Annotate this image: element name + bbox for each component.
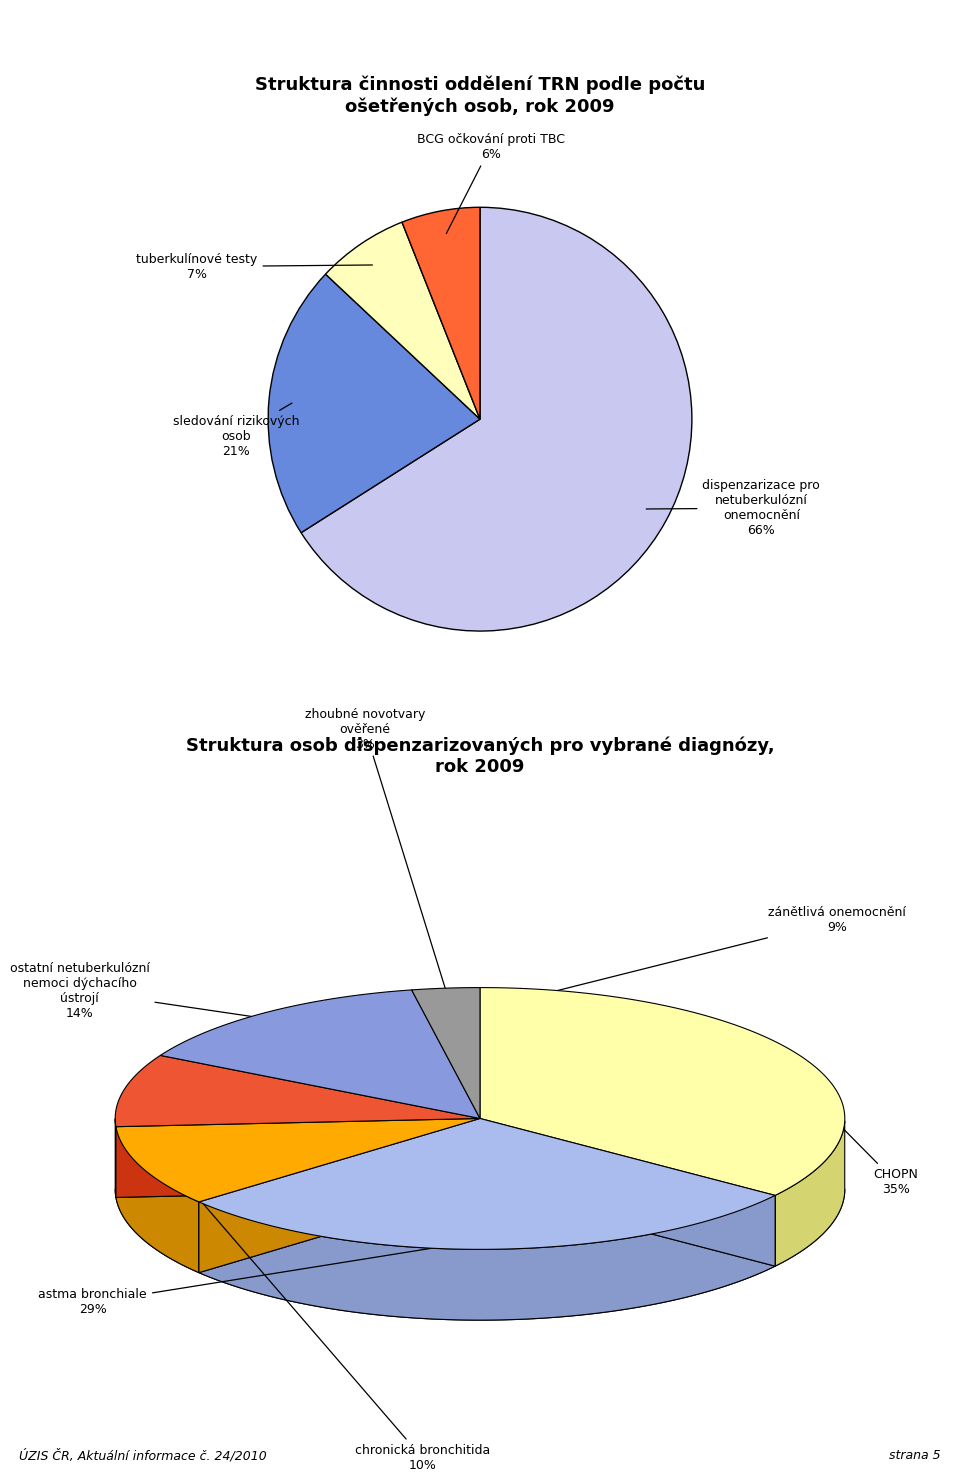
- Text: zhoubné novotvary
ověřené
3%: zhoubné novotvary ověřené 3%: [304, 708, 447, 996]
- Text: ostatní netuberkulózní
nemoci dýchacího
ústrojí
14%: ostatní netuberkulózní nemoci dýchacího …: [10, 963, 280, 1020]
- Polygon shape: [116, 1119, 480, 1201]
- Polygon shape: [480, 988, 845, 1195]
- Polygon shape: [480, 1119, 775, 1266]
- Polygon shape: [199, 1119, 480, 1272]
- Polygon shape: [115, 1055, 480, 1126]
- Polygon shape: [412, 988, 480, 1119]
- Polygon shape: [199, 1119, 480, 1272]
- Wedge shape: [325, 223, 480, 419]
- Text: strana 5: strana 5: [889, 1449, 941, 1462]
- Text: astma bronchiale
29%: astma bronchiale 29%: [38, 1240, 488, 1316]
- Text: BCG očkování proti TBC
6%: BCG očkování proti TBC 6%: [417, 133, 564, 233]
- Text: dispenzarizace pro
netuberkulózní
onemocnění
66%: dispenzarizace pro netuberkulózní onemoc…: [646, 479, 820, 537]
- Text: Struktura osob dispenzarizovaných pro vybrané diagnózy,
rok 2009: Struktura osob dispenzarizovaných pro vy…: [185, 737, 775, 775]
- Polygon shape: [115, 1190, 845, 1321]
- Wedge shape: [402, 208, 480, 419]
- Text: ÚZIS ČR, Aktuální informace č. 24/2010: ÚZIS ČR, Aktuální informace č. 24/2010: [19, 1449, 267, 1462]
- Polygon shape: [160, 991, 480, 1119]
- Polygon shape: [775, 1120, 845, 1266]
- Text: tuberkulínové testy
7%: tuberkulínové testy 7%: [136, 252, 372, 280]
- Text: zánětlivá onemocnění
9%: zánětlivá onemocnění 9%: [156, 907, 906, 1092]
- Polygon shape: [116, 1119, 480, 1197]
- Polygon shape: [116, 1126, 199, 1272]
- Polygon shape: [199, 1119, 775, 1250]
- Text: CHOPN
35%: CHOPN 35%: [781, 1066, 919, 1195]
- Polygon shape: [480, 1119, 775, 1266]
- Text: chronická bronchitida
10%: chronická bronchitida 10%: [170, 1164, 490, 1473]
- Polygon shape: [116, 1119, 480, 1197]
- Text: Struktura činnosti oddělení TRN podle počtu
ošetřených osob, rok 2009: Struktura činnosti oddělení TRN podle po…: [254, 77, 706, 116]
- Wedge shape: [268, 274, 480, 532]
- Text: sledování rizikových
osob
21%: sledování rizikových osob 21%: [173, 402, 300, 457]
- Wedge shape: [301, 208, 692, 631]
- Polygon shape: [199, 1195, 775, 1321]
